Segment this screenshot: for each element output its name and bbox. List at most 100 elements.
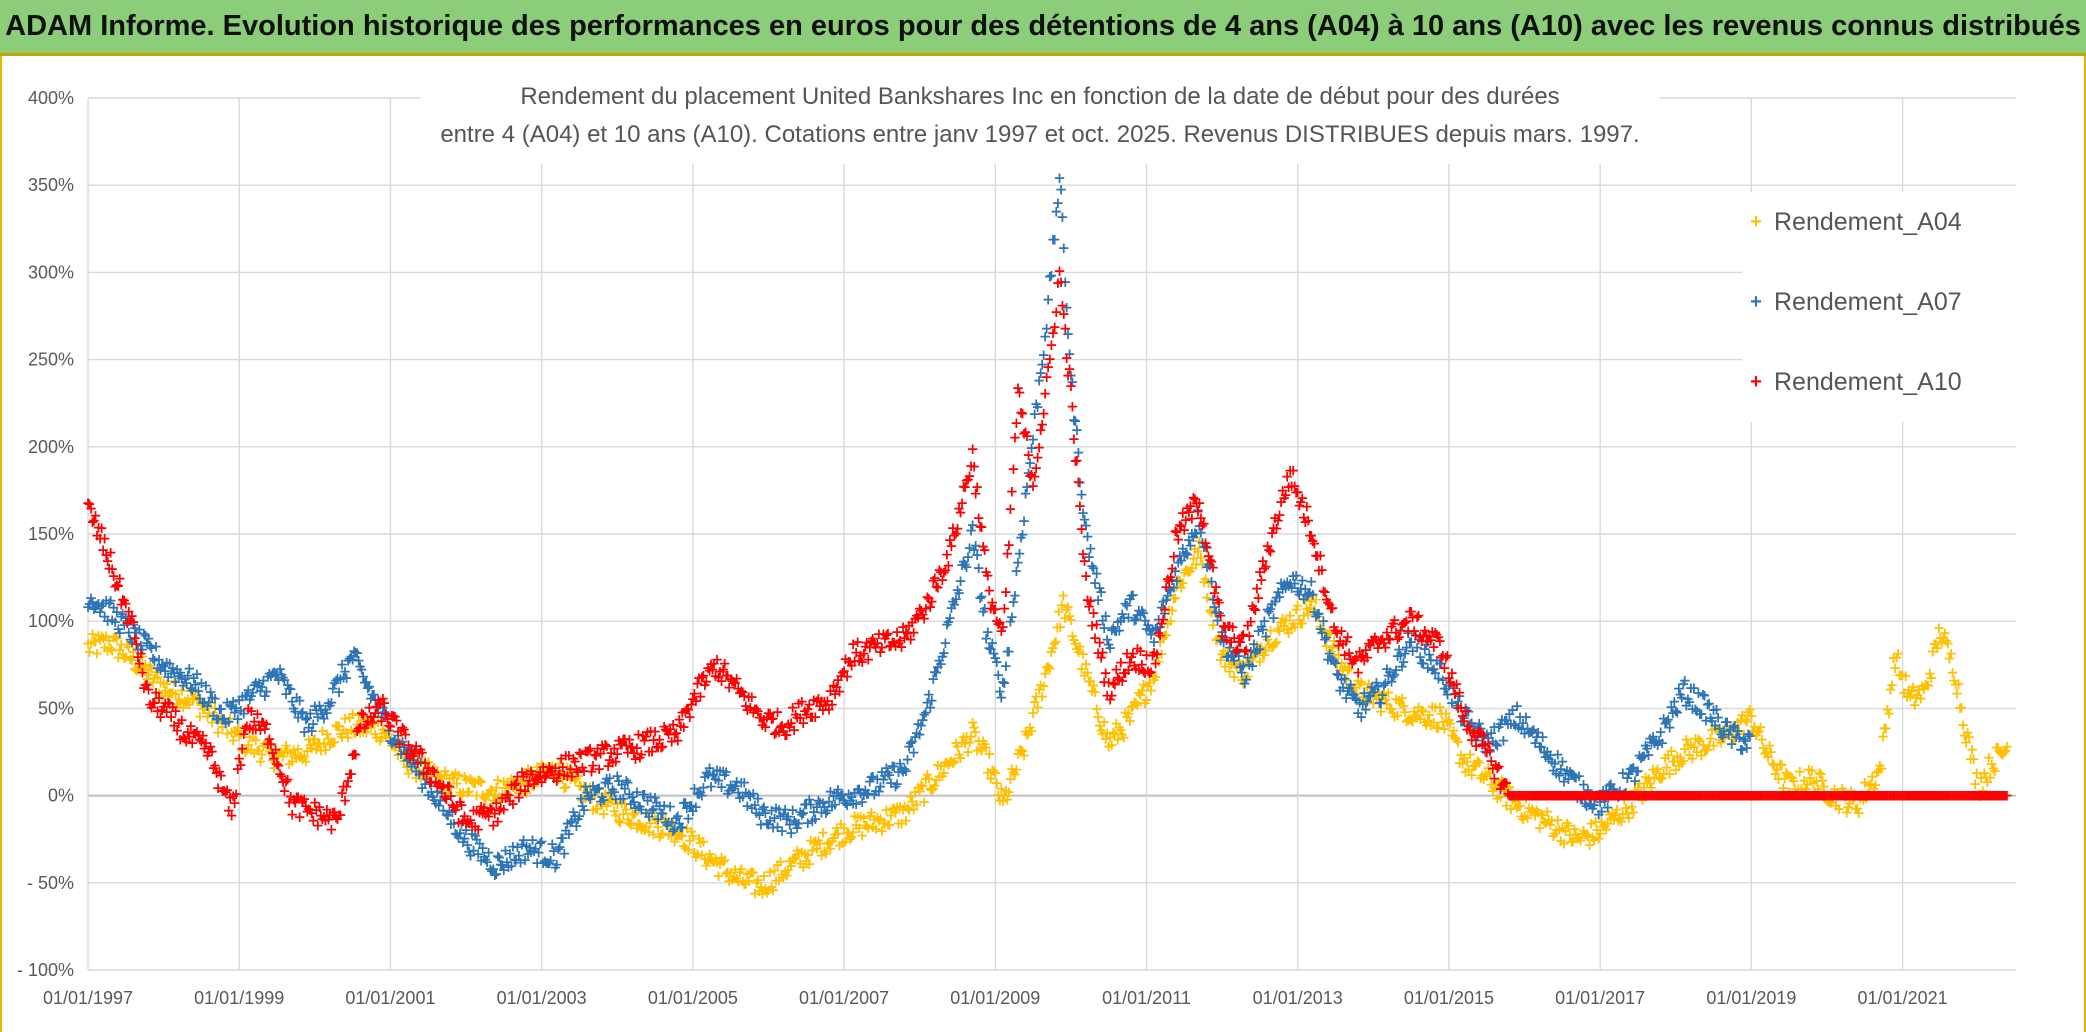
data-point: +	[430, 774, 443, 792]
data-point: +	[112, 648, 125, 666]
data-point: +	[225, 723, 238, 741]
data-point: +	[393, 733, 406, 751]
data-point: +	[88, 633, 101, 651]
data-point: +	[340, 724, 353, 742]
data-point: +	[366, 714, 379, 732]
data-point: +	[91, 644, 104, 662]
data-point: +	[234, 756, 247, 774]
data-point: +	[127, 643, 140, 661]
data-point: +	[212, 723, 225, 741]
data-point: +	[169, 685, 182, 703]
data-point: +	[337, 721, 350, 739]
y-tick-label: 100%	[28, 611, 74, 631]
data-point: +	[180, 693, 193, 711]
data-point: +	[1058, 239, 1071, 257]
data-point: +	[324, 735, 337, 753]
data-point: +	[1158, 600, 1171, 618]
data-point: +	[135, 657, 148, 675]
data-point: +	[304, 736, 317, 754]
data-point: +	[1260, 627, 1273, 645]
data-point: +	[186, 691, 199, 709]
data-point: +	[1071, 451, 1084, 469]
data-point: +	[254, 753, 267, 771]
data-point: +	[442, 784, 455, 802]
data-point: +	[392, 746, 405, 764]
data-point: +	[997, 618, 1010, 636]
data-point: +	[177, 698, 190, 716]
data-point: +	[204, 694, 217, 712]
data-point: +	[440, 766, 453, 784]
data-point: +	[251, 741, 264, 759]
data-point: +	[968, 457, 981, 475]
data-point: +	[399, 742, 412, 760]
data-point: +	[478, 788, 491, 806]
data-point: +	[1018, 512, 1031, 530]
data-point: +	[404, 757, 417, 775]
data-point: +	[1056, 208, 1069, 226]
data-point: +	[141, 670, 154, 688]
data-point: +	[159, 682, 172, 700]
legend-label-a04: Rendement_A04	[1774, 207, 1962, 236]
data-point: +	[103, 632, 116, 650]
data-point: +	[100, 627, 113, 645]
data-point: +	[481, 787, 494, 805]
x-tick-label: 01/01/2009	[950, 988, 1040, 1008]
data-point: +	[259, 735, 272, 753]
data-point: +	[94, 631, 107, 649]
data-point: +	[236, 741, 249, 759]
data-point: +	[157, 674, 170, 692]
data-point: +	[260, 736, 273, 754]
data-point: +	[472, 771, 485, 789]
data-point: +	[239, 743, 252, 761]
data-point: +	[269, 754, 282, 772]
data-point: +	[1074, 497, 1087, 515]
data-point: +	[1952, 675, 1965, 693]
legend-item-a07: + Rendement_A07	[1742, 282, 1961, 322]
data-point: +	[1039, 385, 1052, 403]
data-point: +	[437, 781, 450, 799]
data-point: +	[470, 786, 483, 804]
data-point: +	[284, 744, 297, 762]
data-point: +	[227, 731, 240, 749]
data-point: +	[454, 783, 467, 801]
data-point: +	[396, 745, 409, 763]
data-point: +	[487, 792, 500, 810]
data-point: +	[133, 659, 146, 677]
data-point: +	[342, 728, 355, 746]
chart-title-box: Rendement du placement United Bankshares…	[420, 78, 1660, 164]
data-point: +	[328, 733, 341, 751]
y-tick-label: 150%	[28, 524, 74, 544]
data-point: +	[1013, 383, 1026, 401]
data-point: +	[274, 743, 287, 761]
data-point: +	[148, 669, 161, 687]
x-tick-label: 01/01/2007	[799, 988, 889, 1008]
page-banner-title: ADAM Informe. Evolution historique des p…	[0, 0, 2086, 56]
data-point: +	[130, 662, 143, 680]
data-point: +	[407, 745, 420, 763]
data-point: +	[384, 729, 397, 747]
data-point: +	[422, 753, 435, 771]
x-tick-label: 01/01/2003	[497, 988, 587, 1008]
legend: + Rendement_A04 + Rendement_A07 + Rendem…	[1742, 192, 2032, 422]
x-tick-label: 01/01/2021	[1858, 988, 1948, 1008]
data-point: +	[1021, 427, 1034, 445]
chart-title-line-1: Rendement du placement United Bankshares…	[520, 83, 1560, 110]
data-point: +	[402, 765, 415, 783]
data-point: +	[966, 440, 979, 458]
data-point: +	[1007, 460, 1020, 478]
data-point: +	[1063, 360, 1076, 378]
data-point: +	[476, 787, 489, 805]
data-point: +	[271, 748, 284, 766]
data-point: +	[221, 724, 234, 742]
data-point: +	[1080, 567, 1093, 585]
data-point: +	[355, 712, 368, 730]
data-point: +	[1198, 515, 1211, 533]
data-point: +	[147, 673, 160, 691]
data-point: +	[138, 661, 151, 679]
data-point: +	[104, 544, 117, 562]
data-point: +	[250, 731, 263, 749]
data-point: +	[436, 769, 449, 787]
data-point: +	[242, 736, 255, 754]
data-point: +	[150, 663, 163, 681]
data-point: +	[160, 675, 173, 693]
